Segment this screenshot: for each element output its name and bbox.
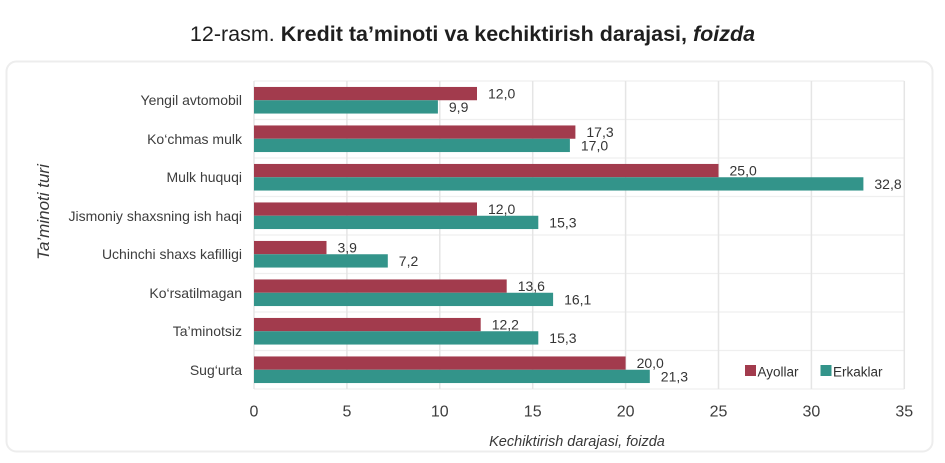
svg-text:20: 20 [617,404,635,421]
svg-text:25,0: 25,0 [730,163,757,179]
svg-text:Ta’minoti turi: Ta’minoti turi [34,163,53,260]
svg-text:30: 30 [803,404,821,421]
svg-text:12,0: 12,0 [488,201,515,217]
svg-text:17,0: 17,0 [581,137,608,153]
svg-text:35: 35 [895,404,913,421]
svg-text:5: 5 [342,404,351,421]
svg-text:15,3: 15,3 [549,214,576,230]
svg-text:7,2: 7,2 [399,253,419,269]
svg-text:0: 0 [250,404,259,421]
svg-text:Jismoniy shaxsning ish haqi: Jismoniy shaxsning ish haqi [68,208,242,224]
svg-text:Kechiktirish darajasi, foizda: Kechiktirish darajasi, foizda [489,434,665,450]
svg-text:9,9: 9,9 [449,99,469,115]
svg-text:Mulk huquqi: Mulk huquqi [167,169,243,185]
svg-text:3,9: 3,9 [338,240,358,256]
svg-text:Ko‘rsatilmagan: Ko‘rsatilmagan [149,285,242,301]
svg-text:17,3: 17,3 [586,124,613,140]
svg-text:Ko‘chmas mulk: Ko‘chmas mulk [147,131,243,147]
svg-text:10: 10 [431,404,449,421]
svg-text:32,8: 32,8 [874,176,901,192]
svg-text:20,0: 20,0 [637,355,664,371]
svg-text:Erkaklar: Erkaklar [833,365,883,380]
svg-text:15,3: 15,3 [549,330,576,346]
svg-text:25: 25 [710,404,728,421]
svg-text:Yengil avtomobil: Yengil avtomobil [141,92,242,108]
svg-text:21,3: 21,3 [661,368,688,384]
svg-text:Uchinchi shaxs kafilligi: Uchinchi shaxs kafilligi [102,246,242,262]
svg-text:12-rasm. Kredit ta’minoti va k: 12-rasm. Kredit ta’minoti va kechiktiris… [190,22,755,46]
svg-text:16,1: 16,1 [564,291,591,307]
svg-text:12,0: 12,0 [488,86,515,102]
svg-text:Sug‘urta: Sug‘urta [190,362,242,378]
svg-text:15: 15 [524,404,542,421]
svg-text:Ayollar: Ayollar [758,365,800,380]
svg-text:13,6: 13,6 [518,278,545,294]
svg-text:Ta’minotsiz: Ta’minotsiz [173,323,242,339]
svg-text:12,2: 12,2 [492,317,519,333]
